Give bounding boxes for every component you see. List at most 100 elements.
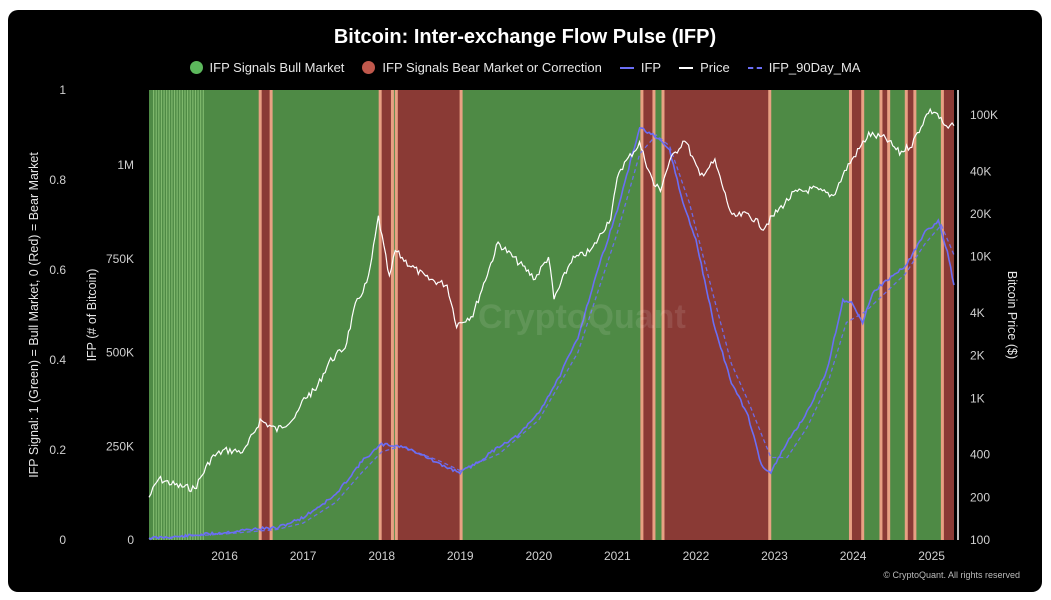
x-tick-2024: 2024 <box>840 549 867 563</box>
signal-region-bull-8 <box>653 90 663 540</box>
early-signal-stripe-9 <box>176 90 178 540</box>
price-tick-100: 100 <box>970 533 990 547</box>
signal-region-bear-5 <box>396 90 462 540</box>
signal-transition-4 <box>390 90 394 540</box>
signal-region-bull-0 <box>149 90 261 540</box>
signal-tick-0.6: 0.6 <box>49 263 66 277</box>
signal-transition-14 <box>887 90 891 540</box>
legend-price-label: Price <box>700 60 730 75</box>
chart-frame: Bitcoin: Inter-exchange Flow Pulse (IFP)… <box>8 10 1042 592</box>
early-signal-stripe-15 <box>192 90 194 540</box>
signal-regions <box>149 90 954 540</box>
signal-tick-0: 0 <box>59 533 66 547</box>
signal-transition-11 <box>848 90 852 540</box>
signal-transition-7 <box>640 90 644 540</box>
early-signal-stripe-19 <box>202 90 204 540</box>
price-tick-1K: 1K <box>970 391 985 405</box>
signal-tick-0.4: 0.4 <box>49 353 66 367</box>
signal-region-bear-7 <box>641 90 654 540</box>
early-signal-stripe-8 <box>173 90 176 540</box>
early-signal-stripe-13 <box>186 90 189 540</box>
ifp-line <box>148 127 955 541</box>
x-tick-2018: 2018 <box>368 549 395 563</box>
legend-ifp-ma-dashed-icon <box>747 66 762 69</box>
early-signal-stripe-18 <box>200 90 202 540</box>
signal-transition-13 <box>879 90 883 540</box>
legend-item-bear[interactable]: IFP Signals Bear Market or Correction <box>362 60 602 75</box>
x-tick-2016: 2016 <box>211 549 238 563</box>
watermark: CryptoQuant <box>478 298 686 336</box>
series-lines <box>148 107 955 541</box>
x-tick-2022: 2022 <box>683 549 710 563</box>
x-tick-2021: 2021 <box>604 549 631 563</box>
signal-region-bull-16 <box>914 90 943 540</box>
ifp-axis-title: IFP (# of Bitcoin) <box>85 269 99 362</box>
signal-transition-6 <box>459 90 463 540</box>
signal-transition-9 <box>661 90 665 540</box>
price-tick-2K: 2K <box>970 349 985 363</box>
x-tick-2023: 2023 <box>761 549 788 563</box>
x-tick-2019: 2019 <box>447 549 474 563</box>
x-axis-ticks: 2016 2017 2018 2019 2020 2021 2022 2023 2024 2025 <box>211 549 945 563</box>
early-signal-stripe-2 <box>158 90 160 540</box>
price-tick-400: 400 <box>970 448 990 462</box>
signal-transition-1 <box>258 90 262 540</box>
legend-item-ifp-ma[interactable]: IFP_90Day_MA <box>747 60 861 75</box>
legend-price-line-icon <box>679 66 694 69</box>
signal-region-bear-11 <box>850 90 863 540</box>
signal-tick-0.2: 0.2 <box>49 443 66 457</box>
legend-ifp-line-icon <box>619 66 634 69</box>
copyright-notice: © CryptoQuant. All rights reserved <box>883 570 1020 580</box>
legend-item-ifp[interactable]: IFP <box>619 60 661 75</box>
signal-region-bull-4 <box>392 90 397 540</box>
legend-item-price[interactable]: Price <box>679 60 730 75</box>
early-signal-stripe-3 <box>160 90 163 540</box>
signal-tick-0.8: 0.8 <box>49 173 66 187</box>
ifp-axis-ticks: 0 250K 500K 750K 1M <box>106 158 134 547</box>
price-line <box>148 107 955 498</box>
early-signal-stripe-10 <box>179 90 181 540</box>
signal-transition-12 <box>861 90 865 540</box>
signal-region-bear-3 <box>380 90 393 540</box>
signal-axis-ticks: 0 0.2 0.4 0.6 0.8 1 <box>49 83 66 547</box>
ifp-90day-ma-line <box>148 134 955 540</box>
price-tick-4K: 4K <box>970 306 985 320</box>
signal-region-bear-17 <box>942 90 954 540</box>
signal-region-bear-15 <box>906 90 915 540</box>
signal-transition-16 <box>913 90 917 540</box>
x-tick-2017: 2017 <box>290 549 317 563</box>
signal-region-bull-2 <box>271 90 381 540</box>
signal-transition-2 <box>269 90 273 540</box>
ifp-tick-250K: 250K <box>106 439 134 453</box>
signal-region-bear-1 <box>260 90 272 540</box>
chart-plot: 2016 2017 2018 2019 2020 2021 2022 2023 2024 2025… <box>27 83 1019 563</box>
legend-ifp-ma-label: IFP_90Day_MA <box>768 60 861 75</box>
signal-transition-3 <box>378 90 382 540</box>
legend-bear-dot-icon <box>362 61 376 74</box>
legend-item-bull[interactable]: IFP Signals Bull Market <box>189 60 344 75</box>
signal-region-bull-10 <box>769 90 851 540</box>
early-signal-stripe-6 <box>168 90 170 540</box>
signal-tick-1: 1 <box>59 83 66 97</box>
signal-region-bull-12 <box>862 90 881 540</box>
axes: 2016 2017 2018 2019 2020 2021 2022 2023 2024 2025… <box>27 83 1019 563</box>
early-signal-stripe-5 <box>166 90 168 540</box>
ifp-tick-0: 0 <box>127 533 134 547</box>
price-tick-20K: 20K <box>970 207 991 221</box>
price-tick-10K: 10K <box>970 250 991 264</box>
signal-transition-15 <box>904 90 908 540</box>
x-tick-2025: 2025 <box>918 549 945 563</box>
legend-bear-label: IFP Signals Bear Market or Correction <box>382 60 602 75</box>
early-signal-stripe-14 <box>189 90 191 540</box>
signal-region-bull-14 <box>888 90 907 540</box>
early-signal-stripe-16 <box>194 90 197 540</box>
signal-region-bull-6 <box>461 90 642 540</box>
early-signal-stripe-1 <box>155 90 157 540</box>
early-signal-stripe-17 <box>197 90 199 540</box>
chart-title: Bitcoin: Inter-exchange Flow Pulse (IFP) <box>333 26 717 48</box>
signal-transition-8 <box>652 90 656 540</box>
signal-transition-5 <box>394 90 398 540</box>
legend-bull-dot-icon <box>189 61 203 74</box>
price-axis-ticks: 100 200 400 1K 2K 4K 10K 20K 40K 100K <box>970 108 998 547</box>
price-tick-40K: 40K <box>970 164 991 178</box>
